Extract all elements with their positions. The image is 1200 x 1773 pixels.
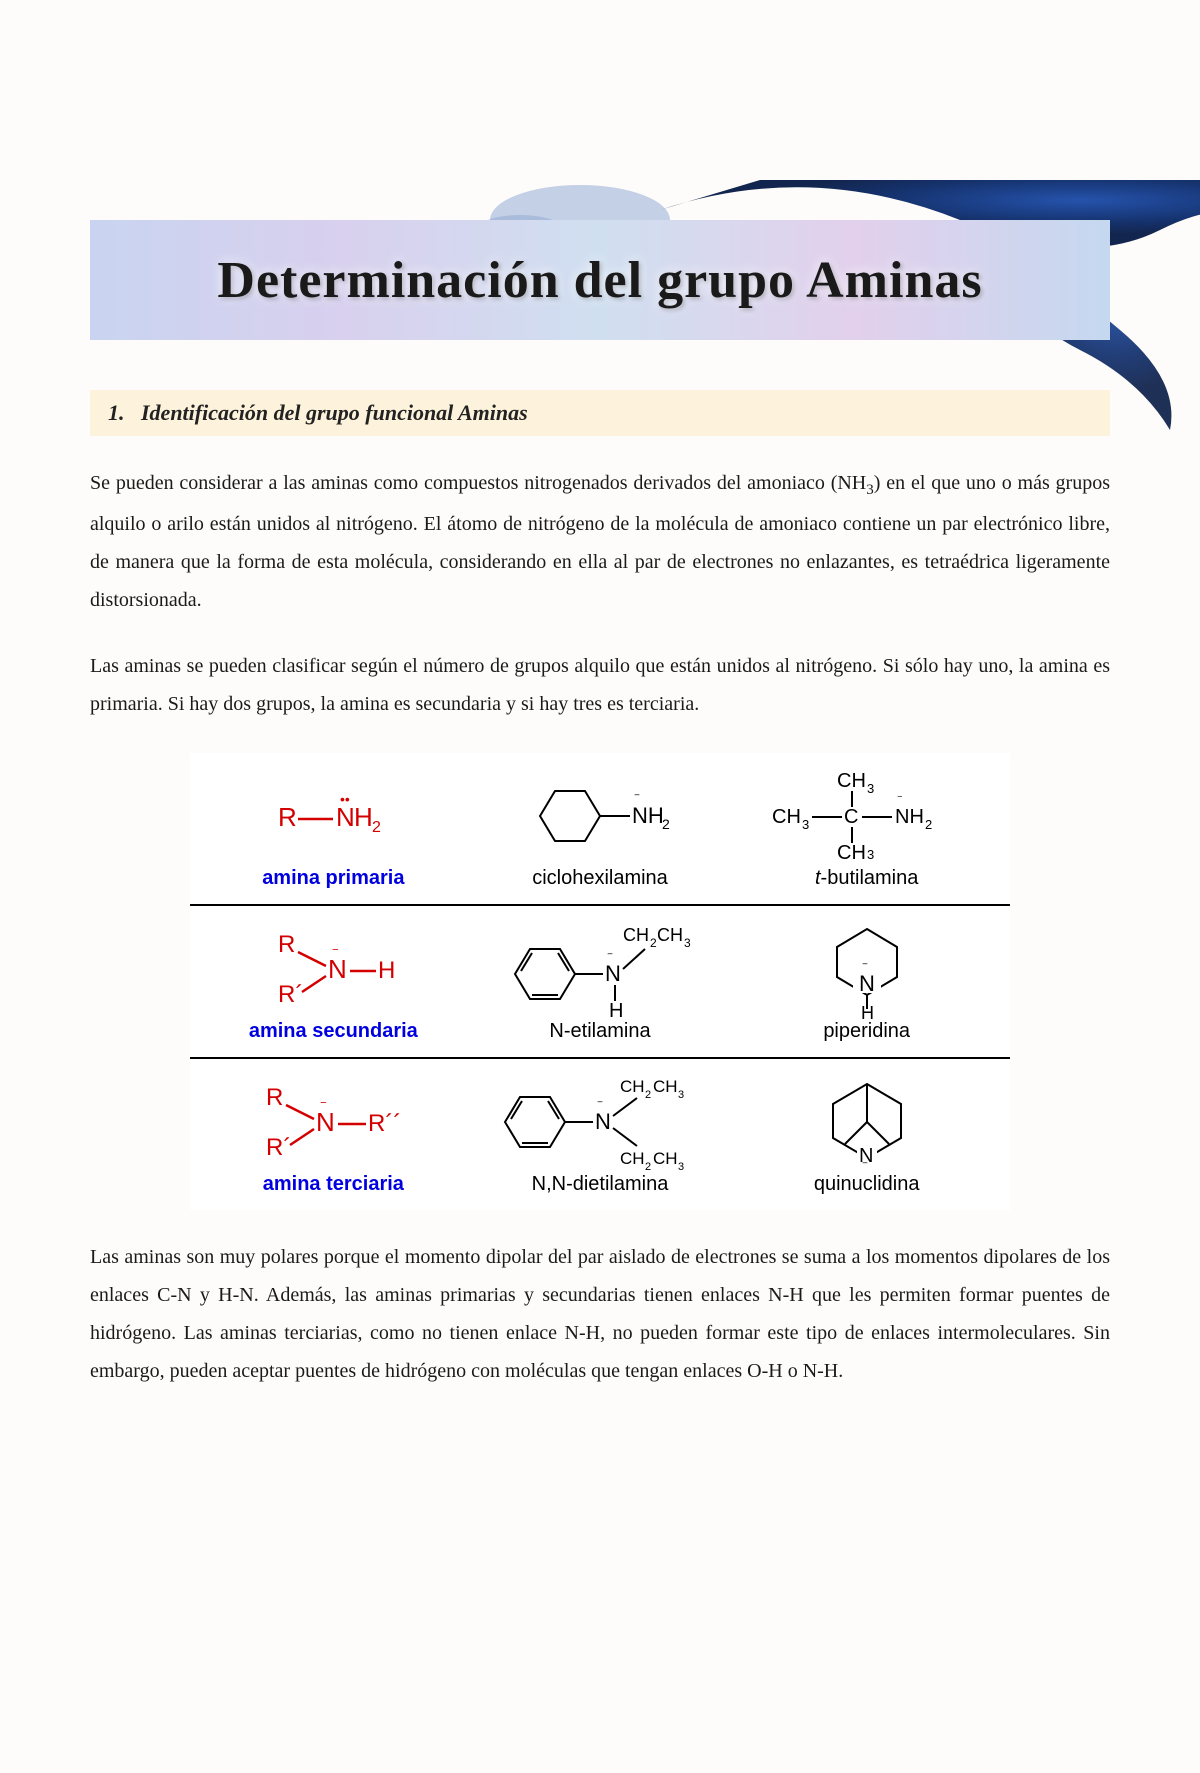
example-label: quinuclidina <box>733 1173 1000 1196</box>
svg-text:CH: CH <box>657 925 683 945</box>
svg-text:NH: NH <box>895 806 924 828</box>
svg-text:2: 2 <box>650 936 657 950</box>
example-label: N,N-dietilamina <box>467 1173 734 1196</box>
svg-text:CH: CH <box>653 1149 678 1168</box>
generic-secondary-amine: R R´ N ‾ H amina secundaria <box>200 924 467 1043</box>
example-label: N-etilamina <box>467 1020 734 1043</box>
svg-text:R: R <box>266 1084 283 1111</box>
svg-text:2: 2 <box>925 817 932 832</box>
svg-text:3: 3 <box>867 847 874 861</box>
nn-diethylamine-structure: N ‾ CH2 CH3 CH2 CH3 N,N-dietilamina <box>467 1077 734 1196</box>
svg-text:3: 3 <box>867 781 874 796</box>
svg-text:3: 3 <box>678 1089 684 1101</box>
svg-text:R´: R´ <box>278 981 303 1008</box>
paragraph-2: Las aminas se pueden clasificar según el… <box>90 647 1110 723</box>
category-label: amina secundaria <box>200 1020 467 1043</box>
svg-text:CH: CH <box>620 1149 645 1168</box>
amine-classification-table: R N H 2 •• amina primaria NH <box>190 753 1010 1210</box>
table-row: R R´ N ‾ H amina secundaria <box>190 904 1010 1057</box>
quinuclidine-structure: N ‾ quinuclidina <box>733 1077 1000 1196</box>
page-title: Determinación del grupo Aminas <box>217 251 982 310</box>
svg-text:H: H <box>609 1000 623 1019</box>
table-row: R N H 2 •• amina primaria NH <box>190 753 1010 904</box>
svg-text:2: 2 <box>662 816 670 832</box>
table-row: R R´ N ‾ R´´ amina terciaria <box>190 1057 1010 1210</box>
paragraph-3: Las aminas son muy polares porque el mom… <box>90 1238 1110 1390</box>
generic-tertiary-amine: R R´ N ‾ R´´ amina terciaria <box>200 1077 467 1196</box>
svg-text:H: H <box>378 957 395 984</box>
svg-text:C: C <box>844 806 858 828</box>
svg-text:2: 2 <box>645 1089 651 1101</box>
paragraph-1: Se pueden considerar a las aminas como c… <box>90 464 1110 619</box>
svg-text:CH: CH <box>837 771 866 792</box>
svg-text:R: R <box>278 931 295 958</box>
svg-text:3: 3 <box>678 1161 684 1172</box>
svg-text:CH: CH <box>620 1077 645 1096</box>
example-label: piperidina <box>733 1020 1000 1043</box>
example-label: ciclohexilamina <box>467 867 734 890</box>
heading-number: 1. <box>108 400 125 425</box>
tbutylamine-structure: CH3 C CH3 CH3 3 NH2 ‾ t-butilamina <box>733 771 1000 890</box>
svg-text:H: H <box>354 802 373 832</box>
title-banner: Determinación del grupo Aminas <box>90 220 1110 340</box>
svg-text:R´´: R´´ <box>368 1110 401 1137</box>
cyclohexylamine-structure: NH 2 ‾ ciclohexilamina <box>467 771 734 890</box>
n-ethylamine-structure: N ‾ H CH2 CH3 N-etilamina <box>467 924 734 1043</box>
section-heading: 1. Identificación del grupo funcional Am… <box>90 390 1110 436</box>
svg-text:R´: R´ <box>266 1134 291 1161</box>
generic-primary-amine: R N H 2 •• amina primaria <box>200 771 467 890</box>
svg-text:CH: CH <box>623 925 649 945</box>
category-label: amina terciaria <box>200 1173 467 1196</box>
svg-text:2: 2 <box>645 1161 651 1172</box>
svg-text:CH: CH <box>837 842 866 861</box>
svg-text:3: 3 <box>802 817 809 832</box>
svg-text:CH: CH <box>772 806 801 828</box>
category-label: amina primaria <box>200 867 467 890</box>
svg-text:H: H <box>861 1003 874 1019</box>
svg-text:••: •• <box>340 791 350 807</box>
piperidine-structure: N N ‾ H H piperidina <box>733 924 1000 1043</box>
svg-text:CH: CH <box>653 1077 678 1096</box>
heading-text: Identificación del grupo funcional Amina… <box>141 400 528 425</box>
svg-text:2: 2 <box>372 819 381 836</box>
svg-text:R: R <box>278 802 297 832</box>
example-label: t-butilamina <box>733 867 1000 890</box>
svg-text:3: 3 <box>684 936 691 950</box>
